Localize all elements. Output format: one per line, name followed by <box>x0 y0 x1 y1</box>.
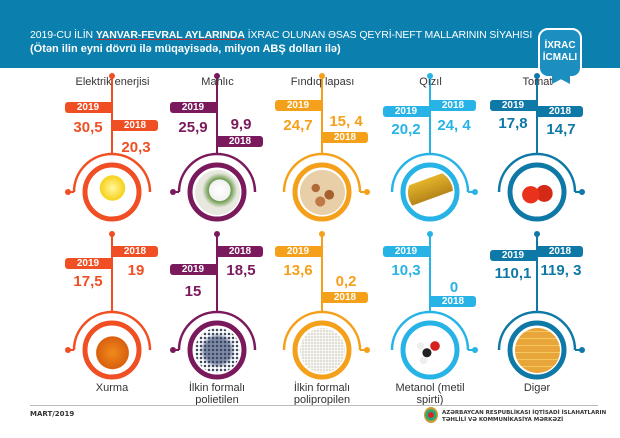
item-name: Xurma <box>95 382 129 394</box>
year-2018-label: 2018 <box>112 120 158 131</box>
item-name: İlkin formalı polietilen <box>188 382 246 406</box>
value-2019: 25,9 <box>178 119 208 136</box>
export-item-card: 2019 17,8 2018 14,7 Tomat <box>485 70 590 235</box>
hazelnuts-icon <box>300 169 345 215</box>
ixrac-icmali-badge: İXRAC İCMALI <box>538 28 582 78</box>
year-2019-label: 2019 <box>65 102 111 113</box>
value-2019: 24,7 <box>283 117 313 134</box>
value-2018: 20,3 <box>121 139 151 156</box>
export-item-card: 2019 13,6 2018 0,2 İlkin formalı polipro… <box>270 230 375 406</box>
cotton-icon <box>195 169 240 215</box>
item-name: Digər <box>523 382 551 394</box>
export-item-card: 2019 24,7 2018 15, 4 Fındıq lapası <box>270 70 375 235</box>
value-2019: 17,5 <box>73 273 103 290</box>
year-2019-label: 2019 <box>490 100 536 111</box>
footer-divider <box>30 405 598 406</box>
methanol-molecule-icon <box>408 327 453 373</box>
value-2018: 15, 4 <box>329 113 363 130</box>
year-2018-label: 2018 <box>430 100 476 111</box>
item-name: Fındıq lapası <box>290 76 355 88</box>
item-name: Metanol (metil spirti) <box>395 382 465 406</box>
value-2018: 0,2 <box>335 273 357 290</box>
value-2019: 17,8 <box>498 115 528 132</box>
connector-graphic <box>282 73 370 222</box>
containers-icon <box>515 327 560 373</box>
page-subtitle: (Ötən ilin eyni dövrü ilə müqayisədə, mi… <box>30 43 341 55</box>
export-item-card: 2019 25,9 2018 9,9 Mahlıc <box>165 70 270 235</box>
year-2018-label: 2018 <box>322 292 368 303</box>
year-2019-label: 2019 <box>490 250 536 261</box>
year-2019-label: 2019 <box>383 246 429 257</box>
value-2018: 119, 3 <box>540 262 582 279</box>
connector-graphic <box>497 73 585 222</box>
year-2018-label: 2018 <box>322 132 368 143</box>
connector-graphic <box>390 73 478 222</box>
year-2018-label: 2018 <box>430 296 476 307</box>
tomato-icon <box>515 169 560 215</box>
export-item-card: 2019 30,5 2018 20,3 Elektrik enerjisi <box>60 70 165 235</box>
value-2019: 110,1 <box>494 265 532 282</box>
export-item-card: 2019 15 2018 18,5 İlkin formalı polietil… <box>165 230 270 406</box>
year-2019-label: 2019 <box>275 246 321 257</box>
footer-date: MART/2019 <box>30 410 75 418</box>
value-2018: 9,9 <box>230 116 252 133</box>
year-2019-label: 2019 <box>383 106 429 117</box>
value-2018: 14,7 <box>546 121 576 138</box>
year-2019-label: 2019 <box>170 102 216 113</box>
page-title: 2019-CU İLİN YANVAR-FEVRAL AYLARINDA İXR… <box>30 29 533 41</box>
value-2019: 20,2 <box>391 121 421 138</box>
connector-graphic <box>170 73 257 222</box>
value-2019: 13,6 <box>283 262 313 279</box>
persimmon-icon <box>90 327 135 373</box>
year-2018-label: 2018 <box>217 246 263 257</box>
value-2018: 24, 4 <box>437 117 471 134</box>
item-name: Qızıl <box>419 76 442 88</box>
polypropylene-pellets-icon <box>300 327 345 373</box>
year-2018-label: 2018 <box>112 246 158 257</box>
item-name: Elektrik enerjisi <box>75 76 150 88</box>
export-item-card: 2019 17,5 2018 19 Xurma <box>60 230 165 395</box>
value-2019: 10,3 <box>391 262 421 279</box>
item-name: İlkin formalı polipropilen <box>293 382 351 406</box>
ribbon-icon <box>552 72 570 84</box>
year-2018-label: 2018 <box>537 106 583 117</box>
export-item-card: 2019 110,1 2018 119, 3 Digər <box>485 230 590 395</box>
gold-bars-icon <box>408 169 453 215</box>
header-banner: 2019-CU İLİN YANVAR-FEVRAL AYLARINDA İXR… <box>0 0 620 68</box>
item-name: Mahlıc <box>201 76 234 88</box>
value-2018: 18,5 <box>226 262 256 279</box>
year-2018-label: 2018 <box>537 246 583 257</box>
value-2019: 30,5 <box>73 119 103 136</box>
value-2018: 0 <box>449 279 459 296</box>
year-2018-label: 2018 <box>217 136 263 147</box>
year-2019-label: 2019 <box>170 264 216 275</box>
export-item-card: 2019 20,2 2018 24, 4 Qızıl <box>378 70 483 235</box>
value-2019: 15 <box>184 283 202 300</box>
item-name: Tomat <box>522 76 553 88</box>
export-item-card: 2019 10,3 2018 0 Metanol (metil spirti) <box>378 230 483 406</box>
polyethylene-pellets-icon <box>195 327 240 373</box>
year-2019-label: 2019 <box>275 100 321 111</box>
organization-name: AZƏRBAYCAN RESPUBLİKASI İQTİSADİ İSLAHAT… <box>442 410 607 423</box>
value-2018: 19 <box>127 262 145 279</box>
light-bulb-icon <box>90 169 135 215</box>
emblem-icon <box>424 407 438 423</box>
year-2019-label: 2019 <box>65 258 111 269</box>
